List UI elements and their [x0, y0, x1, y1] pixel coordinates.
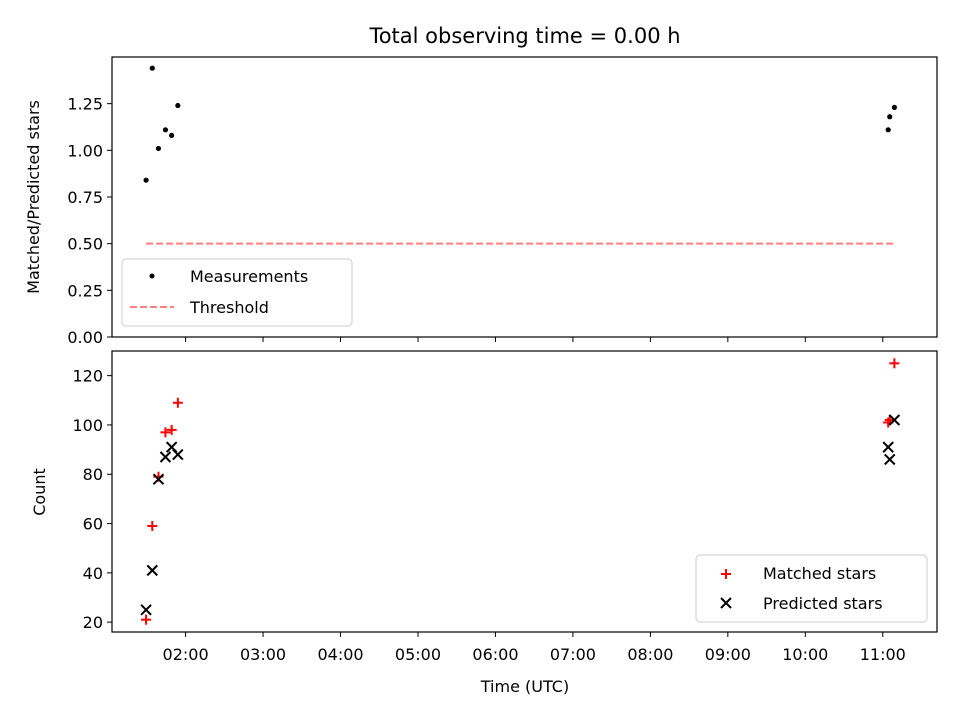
- bottom-y-tick-label: 40: [83, 564, 103, 583]
- legend-matched-label: Matched stars: [763, 564, 876, 583]
- bottom-legend-box: [695, 554, 928, 623]
- measurement-point: [175, 102, 181, 109]
- bottom-legend: Matched stars Predicted stars: [695, 554, 928, 623]
- x-tick-label: 02:00: [163, 645, 209, 664]
- bottom-y-tick-label: 100: [72, 416, 103, 435]
- legend-predicted-marker: [720, 597, 732, 609]
- top-y-tick-label: 1.25: [67, 95, 103, 114]
- predicted-stars-point: [159, 451, 172, 463]
- matched-stars-point: [141, 614, 152, 625]
- x-tick-label: 06:00: [472, 645, 518, 664]
- matched-stars-point: [889, 358, 900, 369]
- x-tick-label: 04:00: [317, 645, 363, 664]
- x-axis-label: Time (UTC): [480, 677, 569, 696]
- matched-stars-point: [147, 521, 158, 532]
- matched-stars-point: [160, 427, 171, 438]
- x-tick-label: 03:00: [240, 645, 286, 664]
- top-series-0: [143, 65, 897, 183]
- x-tick-label: 05:00: [395, 645, 441, 664]
- x-tick-label: 10:00: [782, 645, 828, 664]
- bottom-plot-frame: [111, 350, 938, 633]
- count-plot: 20 40 60 80 100 120 02:00 03:00 04:00 05:00 06:00 0…: [72, 350, 938, 664]
- measurement-point: [169, 132, 175, 138]
- legend-matched-marker: [721, 569, 731, 579]
- measurement-point: [891, 104, 897, 110]
- top-legend-box: [121, 258, 353, 327]
- measurement-point: [155, 145, 162, 152]
- bottom-y-tick-label: 120: [72, 367, 103, 386]
- x-tick-label: 09:00: [705, 645, 751, 664]
- measurement-point: [143, 177, 149, 183]
- legend-measurements-label: Measurements: [190, 267, 308, 286]
- legend-predicted-label: Predicted stars: [763, 594, 883, 613]
- measurement-point: [149, 65, 155, 71]
- predicted-stars-point: [140, 604, 152, 616]
- ratio-plot: 0.00 0.25 0.50 0.75 1.00 1.25: [67, 56, 938, 347]
- predicted-stars-point: [884, 453, 896, 466]
- top-y-tick-label: 0.50: [67, 235, 103, 254]
- matched-stars-point: [172, 397, 183, 408]
- bottom-y-tick-label: 80: [83, 465, 103, 484]
- x-tick-label: 07:00: [550, 645, 596, 664]
- measurement-point: [885, 127, 891, 133]
- predicted-stars-point: [146, 564, 158, 577]
- measurement-point: [162, 127, 169, 133]
- x-tick-label: 08:00: [627, 645, 673, 664]
- top-y-tick-label: 0.75: [67, 188, 103, 207]
- predicted-stars-point: [172, 448, 184, 461]
- predicted-stars-point: [888, 414, 901, 426]
- legend-threshold-label: Threshold: [189, 298, 269, 317]
- bottom-y-tick-label: 60: [83, 515, 103, 534]
- top-y-tick-label: 0.25: [67, 281, 103, 300]
- top-legend: Measurements Threshold: [121, 258, 353, 327]
- top-y-tick-label: 0.00: [67, 328, 103, 347]
- x-tick-label: 11:00: [860, 645, 906, 664]
- chart-title: Total observing time = 0.00 h: [368, 24, 680, 48]
- bottom-series-1: [140, 414, 901, 616]
- top-y-axis-label: Matched/Predicted stars: [24, 100, 43, 294]
- matched-stars-point: [166, 424, 177, 435]
- predicted-stars-point: [152, 473, 165, 485]
- bottom-y-tick-label: 20: [83, 613, 103, 632]
- legend-measurements-marker: [149, 273, 155, 279]
- predicted-stars-point: [882, 441, 894, 453]
- measurement-point: [887, 114, 893, 120]
- bottom-y-axis-label: Count: [30, 468, 49, 516]
- top-y-tick-label: 1.00: [67, 141, 103, 160]
